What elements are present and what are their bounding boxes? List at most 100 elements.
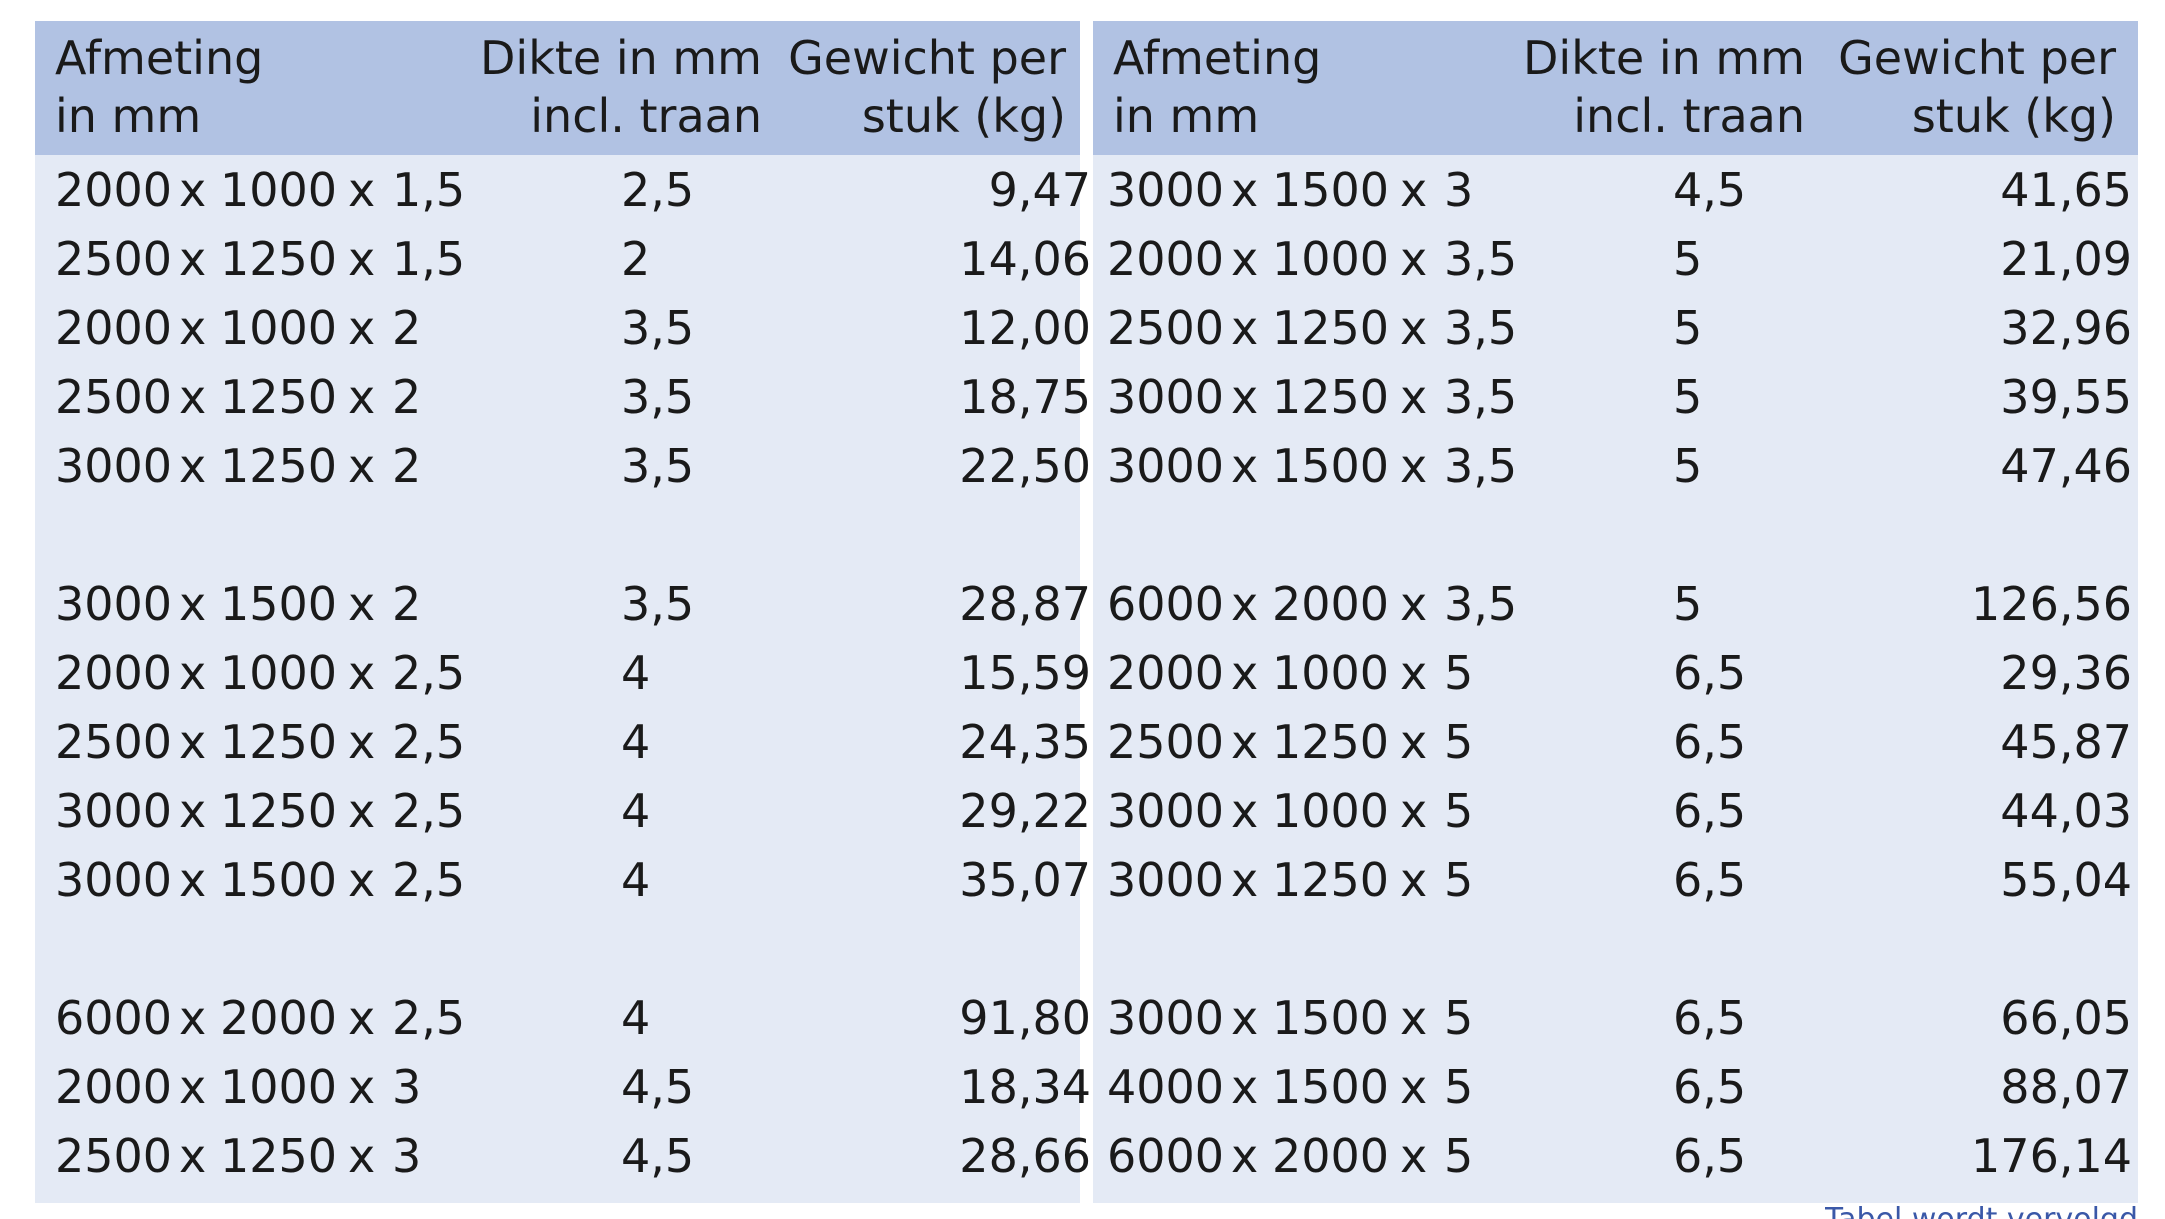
size-thickness: 2,5 — [392, 715, 466, 769]
table-right-panel: Afmeting in mm Dikte in mm incl. traan G… — [1093, 21, 2138, 1203]
weight-value: 91,80 — [959, 991, 1091, 1045]
times-sign: x — [1400, 163, 1428, 217]
times-sign: x — [348, 646, 376, 700]
thickness-value: 4 — [621, 853, 651, 907]
continued-note: Tabel wordt vervolgd — [1825, 1205, 2138, 1219]
table-row: 2500 x 1250 x 2,5 4 24,35 — [35, 708, 1091, 777]
thickness-value: 4,5 — [1673, 163, 1747, 217]
times-sign: x — [1231, 646, 1259, 700]
size-length: 2000 — [55, 301, 173, 355]
size-length: 2500 — [55, 1129, 173, 1183]
table-row: 2000 x 1000 x 3,5 5 21,09 — [1093, 225, 2138, 294]
times-sign: x — [1231, 439, 1259, 493]
table-header: Afmeting in mm Dikte in mm incl. traan G… — [1093, 21, 2138, 155]
times-sign: x — [179, 439, 207, 493]
size-thickness: 3 — [392, 1060, 422, 1114]
weight-value: 22,50 — [959, 439, 1091, 493]
times-sign: x — [1400, 1129, 1428, 1183]
table-row: 3000 x 1500 x 5 6,5 66,05 — [1093, 984, 2138, 1053]
times-sign: x — [1231, 163, 1259, 217]
weight-value: 126,56 — [1971, 577, 2132, 631]
table-row: 3000 x 1000 x 5 6,5 44,03 — [1093, 777, 2138, 846]
header-weight: Gewicht per stuk (kg) — [1838, 29, 2116, 145]
table-row: 6000 x 2000 x 2,5 4 91,80 — [35, 984, 1091, 1053]
header-thickness-line1: Dikte in mm — [1523, 31, 1805, 85]
size-width: 1500 — [220, 853, 338, 907]
thickness-value: 6,5 — [1673, 991, 1747, 1045]
thickness-value: 3,5 — [621, 577, 695, 631]
size-thickness: 3 — [1444, 163, 1474, 217]
times-sign: x — [1231, 1060, 1259, 1114]
table-row: 3000 x 1250 x 5 6,5 55,04 — [1093, 846, 2138, 915]
weight-value: 47,46 — [2000, 439, 2132, 493]
size-width: 2000 — [220, 991, 338, 1045]
table-left-panel: Afmeting in mm Dikte in mm incl. traan G… — [35, 21, 1091, 1203]
size-length: 2000 — [55, 1060, 173, 1114]
size-width: 1250 — [1272, 370, 1390, 424]
size-width: 1000 — [220, 646, 338, 700]
header-thickness-line2: incl. traan — [1573, 89, 1805, 143]
thickness-value: 5 — [1673, 301, 1703, 355]
times-sign: x — [1231, 370, 1259, 424]
size-thickness: 1,5 — [392, 163, 466, 217]
table-row: 2500 x 1250 x 3 4,5 28,66 — [35, 1122, 1091, 1191]
size-thickness: 5 — [1444, 991, 1474, 1045]
table-row: 3000 x 1500 x 3,5 5 47,46 — [1093, 432, 2138, 501]
table-row: 3000 x 1500 x 3 4,5 41,65 — [1093, 156, 2138, 225]
size-width: 1250 — [220, 439, 338, 493]
header-thickness: Dikte in mm incl. traan — [480, 29, 762, 145]
size-width: 1250 — [220, 232, 338, 286]
size-thickness: 2,5 — [392, 646, 466, 700]
size-length: 6000 — [1107, 1129, 1225, 1183]
weight-value: 35,07 — [959, 853, 1091, 907]
size-thickness: 2 — [392, 439, 422, 493]
table-row: 3000 x 1500 x 2,5 4 35,07 — [35, 846, 1091, 915]
size-width: 1000 — [220, 301, 338, 355]
size-thickness: 5 — [1444, 1060, 1474, 1114]
times-sign: x — [348, 577, 376, 631]
size-length: 3000 — [1107, 991, 1225, 1045]
thickness-value: 6,5 — [1673, 1129, 1747, 1183]
times-sign: x — [348, 853, 376, 907]
size-width: 1000 — [220, 163, 338, 217]
times-sign: x — [179, 301, 207, 355]
size-length: 3000 — [55, 439, 173, 493]
table-row: 2500 x 1250 x 1,5 2 14,06 — [35, 225, 1091, 294]
times-sign: x — [1400, 646, 1428, 700]
size-width: 2000 — [1272, 1129, 1390, 1183]
weight-value: 24,35 — [959, 715, 1091, 769]
thickness-value: 6,5 — [1673, 1060, 1747, 1114]
size-length: 6000 — [1107, 577, 1225, 631]
size-width: 1500 — [1272, 439, 1390, 493]
size-thickness: 5 — [1444, 1129, 1474, 1183]
size-thickness: 3,5 — [1444, 301, 1518, 355]
table-row: 3000 x 1250 x 3,5 5 39,55 — [1093, 363, 2138, 432]
header-weight-line1: Gewicht per — [788, 31, 1066, 85]
size-thickness: 5 — [1444, 646, 1474, 700]
table-row: 2000 x 1000 x 1,5 2,5 9,47 — [35, 156, 1091, 225]
header-thickness: Dikte in mm incl. traan — [1523, 29, 1805, 145]
times-sign: x — [348, 370, 376, 424]
size-thickness: 5 — [1444, 853, 1474, 907]
table-header: Afmeting in mm Dikte in mm incl. traan G… — [35, 21, 1080, 155]
times-sign: x — [348, 784, 376, 838]
table-row: 4000 x 1500 x 5 6,5 88,07 — [1093, 1053, 2138, 1122]
weight-value: 12,00 — [959, 301, 1091, 355]
times-sign: x — [1400, 1060, 1428, 1114]
times-sign: x — [1400, 853, 1428, 907]
header-thickness-line2: incl. traan — [530, 89, 762, 143]
header-weight-line1: Gewicht per — [1838, 31, 2116, 85]
times-sign: x — [348, 163, 376, 217]
thickness-value: 6,5 — [1673, 646, 1747, 700]
times-sign: x — [348, 1129, 376, 1183]
size-length: 3000 — [55, 853, 173, 907]
times-sign: x — [348, 1060, 376, 1114]
weight-value: 44,03 — [2000, 784, 2132, 838]
weight-value: 14,06 — [959, 232, 1091, 286]
size-width: 1250 — [1272, 715, 1390, 769]
table-row: 2000 x 1000 x 5 6,5 29,36 — [1093, 639, 2138, 708]
thickness-value: 6,5 — [1673, 784, 1747, 838]
times-sign: x — [1400, 439, 1428, 493]
times-sign: x — [1400, 715, 1428, 769]
size-length: 2000 — [1107, 646, 1225, 700]
